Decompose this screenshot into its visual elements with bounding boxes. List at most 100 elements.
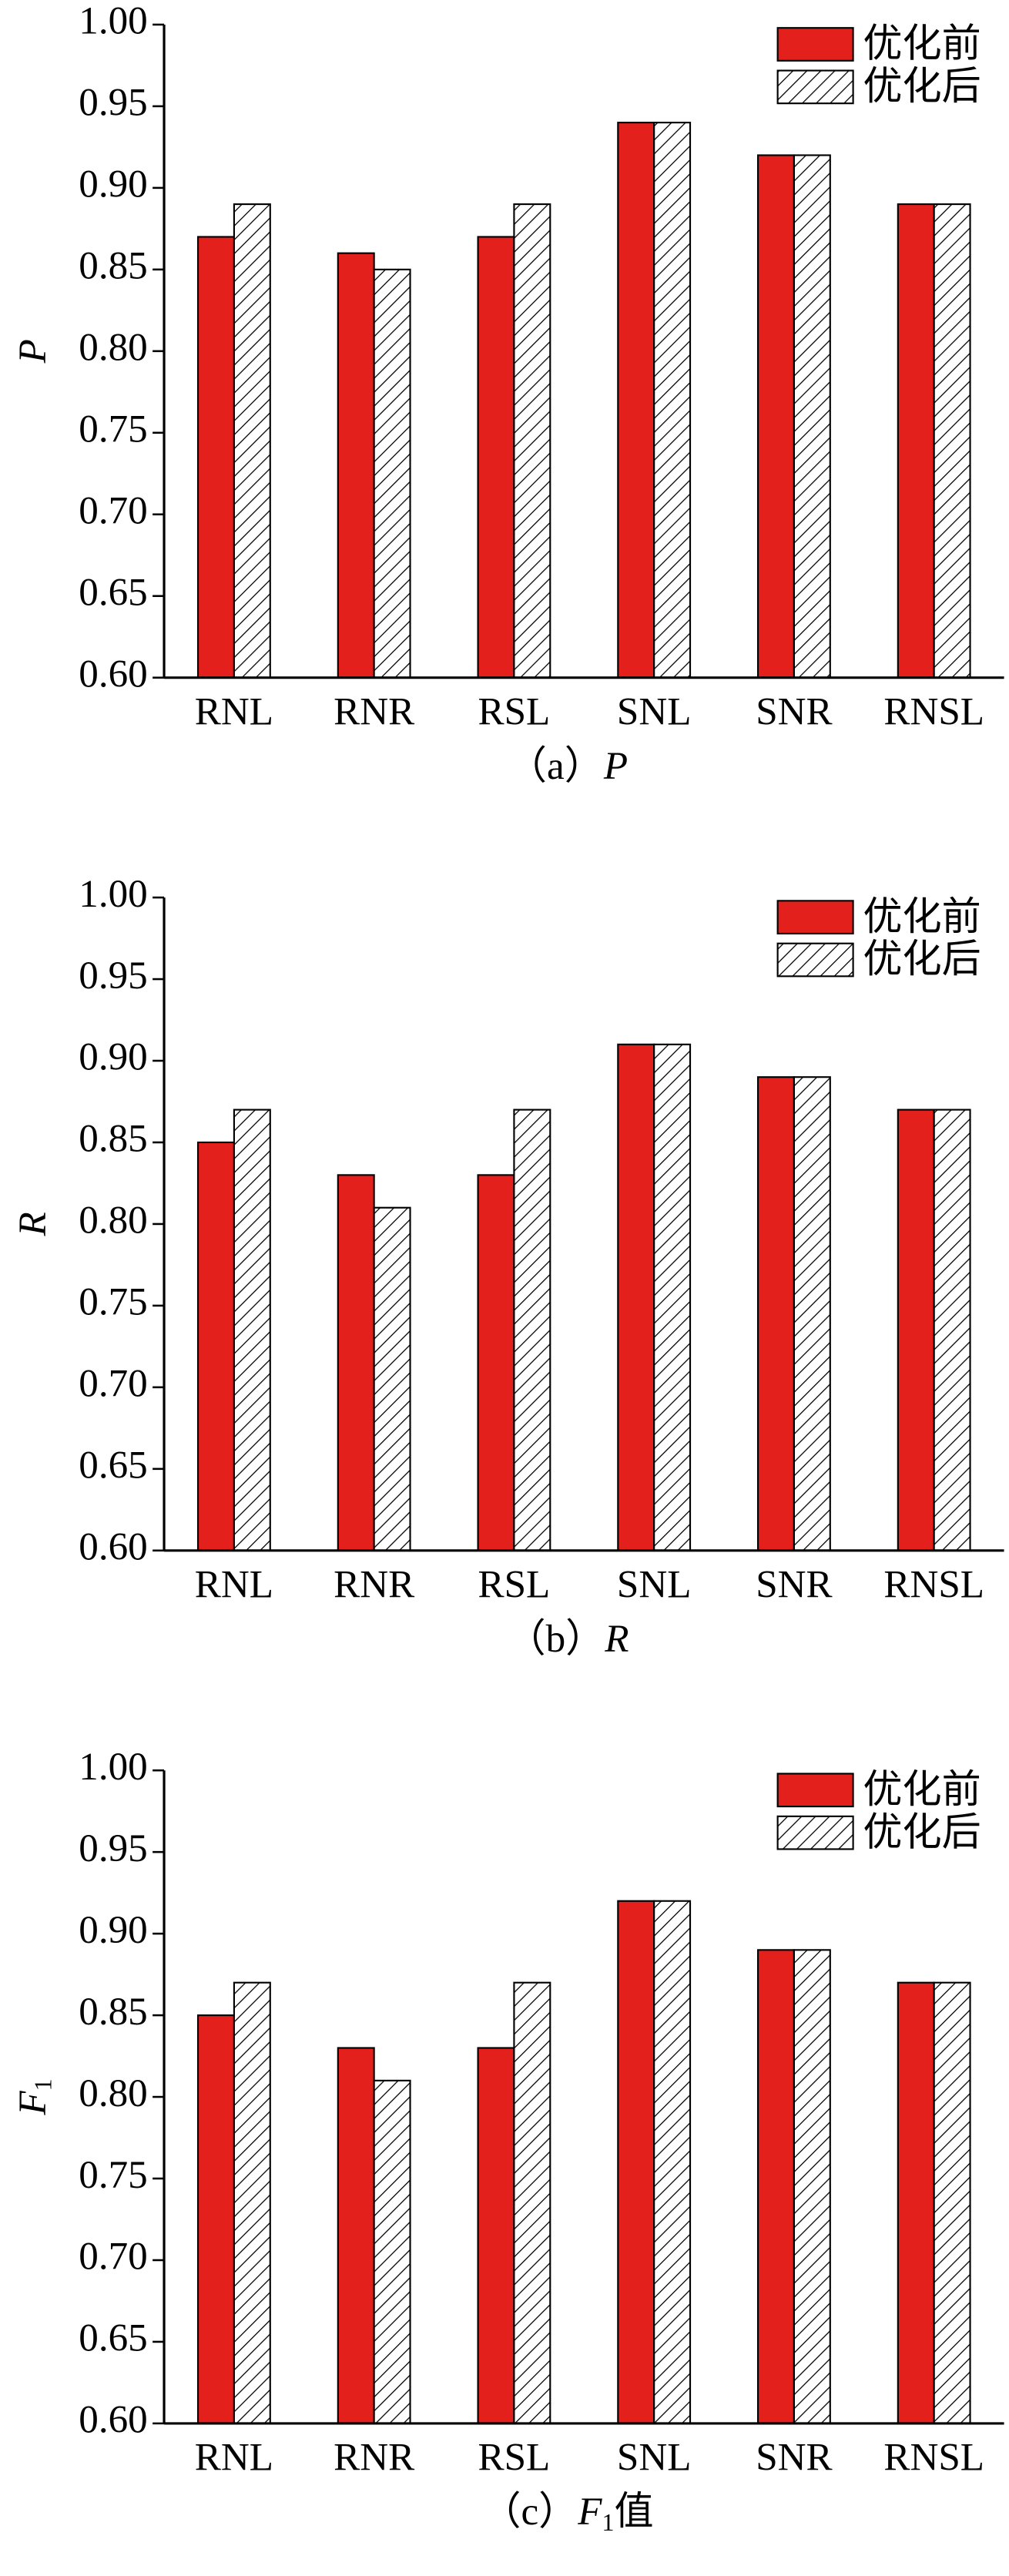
bar: [477, 1174, 515, 1551]
y-axis-label: F1: [11, 2078, 57, 2115]
bar: [793, 1076, 831, 1551]
x-tick-label: RNSL: [883, 1563, 984, 1607]
bar: [933, 1109, 971, 1551]
bar: [933, 203, 971, 679]
bar: [757, 1949, 795, 2424]
chart-panel: 0.60 0.65 0.70 0.75 0.80 0.85 0.90 0.95 1.00 RNL R…: [11, 1745, 1004, 2536]
bar: [337, 252, 375, 679]
bar: [477, 2047, 515, 2424]
caption-symbol: R: [604, 1617, 629, 1661]
caption-label: （a）: [508, 744, 604, 788]
x-tick-label: RNSL: [883, 2436, 984, 2480]
bar: [653, 1043, 692, 1551]
caption-label: （b）: [506, 1617, 605, 1661]
x-tick-label: SNL: [617, 1563, 692, 1607]
legend-swatch: [776, 1773, 854, 1808]
x-tick-label: SNL: [617, 2436, 692, 2480]
legend-swatch: [776, 942, 854, 978]
y-tick-label: 0.95: [79, 954, 147, 998]
y-tick-label: 0.85: [79, 244, 147, 288]
bar: [513, 1109, 551, 1551]
y-tick-label: 0.95: [79, 81, 147, 125]
legend-label: 优化后: [863, 1810, 981, 1855]
caption: （c）F1值: [481, 2490, 653, 2536]
bar: [513, 203, 551, 679]
y-tick-label: 0.70: [79, 2235, 147, 2279]
x-tick-label: SNR: [756, 1563, 833, 1607]
x-tick-label: RNL: [195, 1563, 273, 1607]
bar: [233, 1981, 271, 2424]
bar: [897, 203, 935, 679]
legend-label: 优化前: [863, 22, 981, 67]
x-tick-label: RSL: [478, 689, 551, 733]
y-tick-label: 0.60: [79, 1525, 147, 1569]
bar: [757, 154, 795, 679]
caption-suffix: 值: [615, 2490, 654, 2534]
y-tick-label: 1.00: [79, 0, 147, 43]
chart-panel: 0.60 0.65 0.70 0.75 0.80 0.85 0.90 0.95 1.00 RNL R…: [11, 872, 1004, 1661]
y-axis-symbol: F: [11, 2091, 55, 2116]
y-tick-label: 0.60: [79, 652, 147, 696]
bar: [617, 122, 655, 679]
legend-label: 优化前: [863, 894, 981, 940]
y-tick-label: 1.00: [79, 1745, 147, 1789]
legend-swatch: [776, 1815, 854, 1850]
bar: [933, 1981, 971, 2424]
x-tick-label: RNSL: [883, 689, 984, 733]
bar: [373, 268, 411, 679]
bar: [653, 1900, 692, 2424]
y-tick-label: 0.90: [79, 1035, 147, 1079]
chart-panel: 0.60 0.65 0.70 0.75 0.80 0.85 0.90 0.95 1.00 RNL R…: [11, 0, 1004, 788]
bar: [757, 1076, 795, 1551]
y-tick-label: 0.90: [79, 1908, 147, 1952]
caption: （b）R: [506, 1617, 629, 1661]
y-tick-label: 0.85: [79, 1117, 147, 1161]
y-tick-label: 0.80: [79, 2071, 147, 2115]
x-tick-label: RNR: [334, 689, 415, 733]
x-tick-label: SNR: [756, 2436, 833, 2480]
bar: [196, 1141, 235, 1551]
bar: [373, 2079, 411, 2424]
y-tick-label: 0.95: [79, 1826, 147, 1870]
bar: [196, 2014, 235, 2424]
y-tick-label: 0.80: [79, 1199, 147, 1243]
bar: [477, 236, 515, 679]
legend-swatch: [776, 27, 854, 62]
y-tick-label: 0.75: [79, 408, 147, 451]
caption-symbol: P: [603, 744, 628, 788]
x-tick-label: RNL: [195, 689, 273, 733]
y-tick-label: 0.85: [79, 1990, 147, 2034]
bar: [793, 1949, 831, 2424]
y-axis-label: P: [11, 339, 55, 364]
y-tick-label: 1.00: [79, 872, 147, 916]
legend-label: 优化前: [863, 1767, 981, 1813]
caption-label: （c）: [481, 2490, 578, 2534]
x-tick-label: RNR: [334, 1563, 415, 1607]
y-tick-label: 0.65: [79, 1444, 147, 1488]
bar: [897, 1109, 935, 1551]
y-axis-subscript: 1: [30, 2078, 57, 2091]
bar: [793, 154, 831, 679]
y-tick-label: 0.65: [79, 2316, 147, 2360]
bar: [897, 1981, 935, 2424]
legend-label: 优化后: [863, 64, 981, 109]
bar: [653, 122, 692, 679]
bar: [373, 1206, 411, 1551]
y-axis-symbol: P: [11, 339, 55, 364]
y-tick-label: 0.70: [79, 488, 147, 532]
bar: [513, 1981, 551, 2424]
bar: [233, 1109, 271, 1551]
caption-subscript: 1: [602, 2509, 615, 2536]
x-tick-label: RNL: [195, 2436, 273, 2480]
legend-swatch: [776, 900, 854, 934]
x-tick-label: RSL: [478, 2436, 551, 2480]
bar: [233, 203, 271, 679]
legend-swatch: [776, 69, 854, 105]
y-tick-label: 0.75: [79, 1280, 147, 1324]
bar: [196, 236, 235, 679]
x-tick-label: RNR: [334, 2436, 415, 2480]
bar: [337, 1174, 375, 1551]
x-tick-label: SNR: [756, 689, 833, 733]
